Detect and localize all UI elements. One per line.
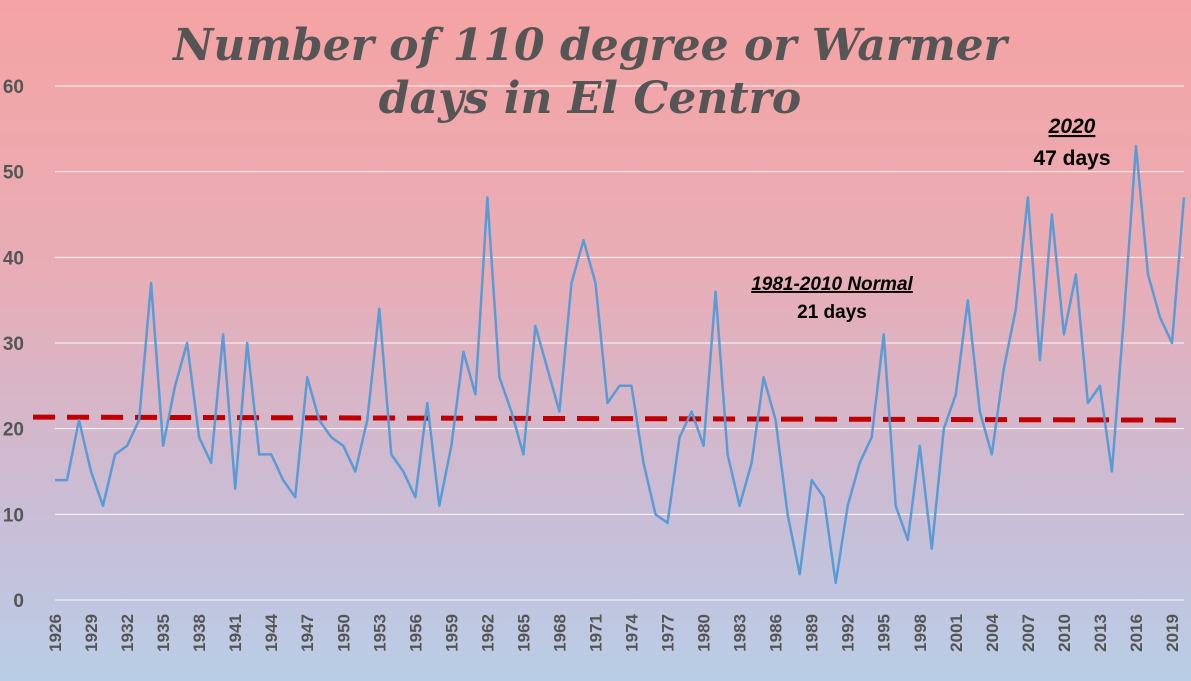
x-tick-label: 1965 [514, 614, 533, 652]
x-tick-label: 1968 [550, 614, 569, 652]
normal-line [32, 414, 1177, 423]
y-tick-label: 10 [3, 505, 24, 526]
x-tick-label: 1989 [803, 614, 822, 652]
normal-reference [32, 414, 1177, 423]
y-tick-label: 40 [3, 248, 24, 269]
x-axis-ticks: 1926 1929 1932 1935 1938 1941 1944 1947 1950 1953… [46, 613, 1182, 651]
y-tick-label: 50 [3, 163, 24, 184]
x-tick-label: 1926 [46, 614, 65, 652]
x-tick-label: 1998 [911, 614, 930, 652]
chart-title-line1: Number of 110 degree or Warmer [171, 20, 1009, 71]
x-tick-label: 2007 [1019, 614, 1038, 652]
x-tick-label: 1995 [875, 614, 894, 652]
x-tick-label: 1953 [370, 614, 389, 652]
y-tick-label: 30 [3, 334, 24, 355]
x-tick-label: 1971 [586, 614, 605, 652]
x-tick-label: 1938 [190, 614, 209, 652]
x-tick-label: 2019 [1163, 614, 1182, 652]
x-tick-label: 1935 [154, 614, 173, 652]
chart-title-line2: days in El Centro [379, 73, 801, 124]
x-tick-label: 1944 [262, 613, 281, 651]
x-tick-label: 1986 [767, 614, 786, 652]
annotation-normal-title: 1981-2010 Normal [751, 274, 913, 295]
x-tick-label: 2001 [947, 614, 966, 652]
x-tick-label: 1947 [298, 614, 317, 652]
x-tick-label: 1962 [478, 614, 497, 652]
x-tick-label: 1959 [442, 614, 461, 652]
x-tick-label: 2010 [1055, 614, 1074, 652]
annotation-2020-title: 2020 [1048, 115, 1096, 138]
y-axis-ticks: 0 10 20 30 40 50 60 [3, 77, 24, 612]
x-tick-label: 1974 [623, 613, 642, 651]
x-tick-label: 1977 [659, 614, 678, 652]
x-tick-label: 2004 [983, 613, 1002, 651]
x-tick-label: 1941 [226, 614, 245, 652]
x-tick-label: 1956 [406, 614, 425, 652]
x-tick-label: 1992 [839, 614, 858, 652]
x-tick-label: 1932 [118, 614, 137, 652]
series-layer [55, 144, 1186, 585]
x-tick-label: 1980 [695, 614, 714, 652]
y-tick-label: 0 [13, 591, 24, 612]
x-tick-label: 1983 [731, 614, 750, 652]
y-tick-label: 60 [3, 77, 24, 98]
annotation-normal-subtitle: 21 days [797, 302, 867, 323]
x-tick-label: 2013 [1091, 614, 1110, 652]
annotation-2020-subtitle: 47 days [1033, 147, 1110, 170]
gridlines [55, 85, 1184, 601]
x-tick-label: 1929 [82, 614, 101, 652]
y-tick-label: 20 [3, 420, 24, 441]
x-tick-label: 2016 [1127, 614, 1146, 652]
x-tick-label: 1950 [334, 614, 353, 652]
series-line [55, 144, 1186, 585]
